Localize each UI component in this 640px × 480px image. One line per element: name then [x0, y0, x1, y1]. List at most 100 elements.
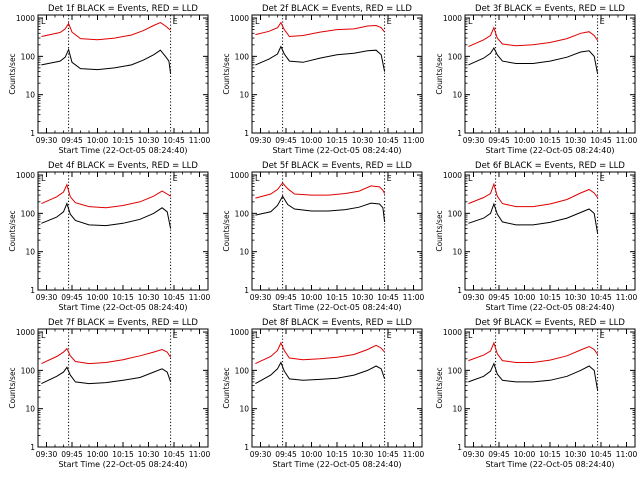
x-tick-label: 09:30 — [36, 450, 58, 459]
chart-panel: Det 4f BLACK = Events, RED = LLD 1 10 100 10… — [8, 161, 211, 312]
lld-series-line — [41, 22, 171, 41]
x-tick-label: 10:15 — [539, 136, 561, 145]
x-tick-label: 10:00 — [514, 293, 536, 302]
plot-frame — [251, 14, 423, 134]
plot-frame — [37, 14, 209, 134]
x-axis-label: Start Time (22-Oct-05 08:24:40) — [485, 303, 614, 312]
x-axis-label: Start Time (22-Oct-05 08:24:40) — [485, 460, 614, 469]
upper-bound-marker: E — [387, 174, 392, 183]
x-tick-label: 11:00 — [616, 293, 638, 302]
chart-panel: Det 3f BLACK = Events, RED = LLD 1 10 100 10… — [435, 4, 638, 155]
x-tick-label: 10:45 — [163, 450, 185, 459]
y-tick-label: 10 — [25, 248, 35, 257]
x-tick-label: 10:15 — [539, 293, 561, 302]
y-tick-label: 1000 — [443, 171, 462, 180]
x-tick-label: 10:45 — [590, 136, 612, 145]
chart-title: Det 3f BLACK = Events, RED = LLD — [475, 4, 625, 14]
y-tick-label: 10 — [452, 91, 462, 100]
x-axis-label: Start Time (22-Oct-05 08:24:40) — [272, 460, 401, 469]
x-tick-label: 10:45 — [590, 450, 612, 459]
events-series-line — [41, 366, 172, 385]
upper-bound-marker: E — [387, 331, 392, 340]
lld-series-line — [468, 182, 598, 208]
x-tick-label: 10:00 — [514, 450, 536, 459]
y-tick-label: 1000 — [16, 171, 35, 180]
y-tick-label: 10 — [239, 91, 249, 100]
y-tick-label: 100 — [235, 209, 250, 218]
x-tick-label: 10:00 — [301, 136, 323, 145]
chart-title: Det 6f BLACK = Events, RED = LLD — [475, 161, 625, 171]
x-tick-label: 09:45 — [488, 450, 510, 459]
x-tick-label: 11:00 — [189, 293, 211, 302]
events-series-line — [41, 48, 172, 74]
x-tick-label: 10:00 — [301, 450, 323, 459]
upper-bound-marker: E — [600, 174, 605, 183]
x-tick-label: 10:15 — [112, 136, 134, 145]
y-axis-label: Counts/sec — [222, 210, 231, 251]
chart-panel: Det 6f BLACK = Events, RED = LLD 1 10 100 10… — [435, 161, 638, 312]
x-tick-label: 09:30 — [250, 293, 272, 302]
y-tick-label: 1000 — [16, 328, 35, 337]
x-tick-label: 10:45 — [163, 136, 185, 145]
y-axis-label: Counts/sec — [435, 367, 444, 408]
y-tick-label: 100 — [235, 366, 250, 375]
x-tick-label: 10:45 — [377, 450, 399, 459]
events-series-line — [468, 202, 599, 234]
x-tick-label: 09:30 — [463, 293, 485, 302]
x-tick-label: 10:30 — [352, 293, 374, 302]
x-tick-label: 10:00 — [514, 136, 536, 145]
chart-title: Det 1f BLACK = Events, RED = LLD — [48, 4, 198, 14]
y-tick-label: 1 — [30, 286, 35, 295]
upper-bound-marker: E — [173, 174, 178, 183]
chart-title: Det 7f BLACK = Events, RED = LLD — [48, 318, 198, 328]
upper-bound-marker: E — [600, 331, 605, 340]
y-tick-label: 1 — [457, 129, 462, 138]
y-tick-label: 100 — [448, 209, 463, 218]
x-axis-label: Start Time (22-Oct-05 08:24:40) — [485, 146, 614, 155]
x-tick-label: 09:45 — [61, 136, 83, 145]
lower-bound-marker: L — [41, 331, 46, 340]
lld-series-line — [255, 21, 385, 38]
x-tick-label: 09:30 — [463, 136, 485, 145]
y-axis-label: Counts/sec — [222, 367, 231, 408]
x-axis-label: Start Time (22-Oct-05 08:24:40) — [58, 460, 187, 469]
chart-title: Det 2f BLACK = Events, RED = LLD — [262, 4, 412, 14]
x-tick-label: 11:00 — [616, 136, 638, 145]
y-tick-label: 100 — [235, 52, 250, 61]
plot-frame — [464, 14, 636, 134]
events-series-line — [255, 361, 386, 385]
y-tick-label: 10 — [25, 405, 35, 414]
y-axis-label: Counts/sec — [222, 53, 231, 94]
x-tick-label: 10:30 — [565, 293, 587, 302]
x-tick-label: 10:45 — [377, 293, 399, 302]
y-tick-label: 1000 — [230, 328, 249, 337]
x-axis-label: Start Time (22-Oct-05 08:24:40) — [58, 303, 187, 312]
y-axis-label: Counts/sec — [8, 53, 17, 94]
events-series-line — [41, 202, 172, 229]
events-series-line — [255, 195, 386, 222]
x-tick-label: 09:45 — [275, 450, 297, 459]
x-tick-label: 10:30 — [565, 450, 587, 459]
x-tick-label: 11:00 — [403, 450, 425, 459]
lld-series-line — [468, 26, 599, 48]
lower-bound-marker: L — [468, 174, 473, 183]
x-tick-label: 11:00 — [189, 136, 211, 145]
lower-bound-marker: L — [255, 174, 260, 183]
x-tick-label: 09:45 — [61, 450, 83, 459]
x-tick-label: 10:45 — [590, 293, 612, 302]
y-tick-label: 100 — [21, 209, 36, 218]
chart-panel: Det 7f BLACK = Events, RED = LLD 1 10 100 10… — [8, 318, 211, 469]
events-series-line — [255, 45, 386, 72]
plot-frame — [37, 171, 209, 291]
x-tick-label: 10:30 — [138, 136, 160, 145]
events-series-line — [468, 46, 599, 74]
lld-series-line — [41, 347, 172, 365]
x-tick-label: 10:45 — [377, 136, 399, 145]
y-tick-label: 1 — [244, 286, 249, 295]
x-axis-label: Start Time (22-Oct-05 08:24:40) — [272, 146, 401, 155]
y-tick-label: 1 — [30, 443, 35, 452]
lld-series-line — [468, 341, 599, 363]
lower-bound-marker: L — [468, 331, 473, 340]
y-tick-label: 1000 — [443, 14, 462, 23]
x-tick-label: 10:30 — [352, 136, 374, 145]
